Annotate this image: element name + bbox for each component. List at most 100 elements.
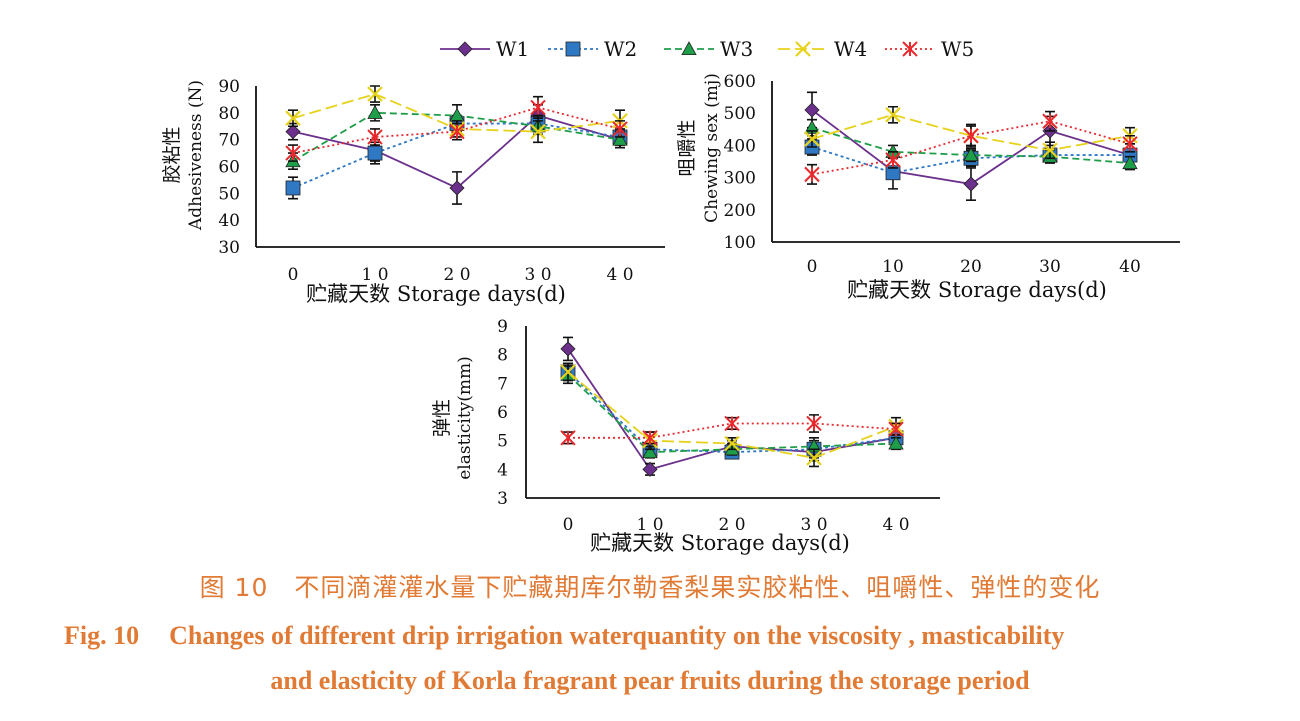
legend-label-w5: W5: [941, 37, 974, 61]
caption-english-line2: and elasticity of Korla fragrant pear fr…: [270, 666, 1030, 695]
legend-label-w1: W1: [496, 37, 529, 61]
y-tick-label: 100: [724, 233, 756, 253]
series-w5: [804, 110, 1138, 185]
elasticity-chart: 3 4 5 6 7 8 9 0 1 0 2 0 3 0 4 0 贮藏天数 Storage days(d)…: [431, 317, 940, 555]
data-point: [804, 131, 820, 147]
series-w5: [285, 95, 628, 162]
data-point: [449, 180, 465, 196]
data-point: [560, 341, 576, 357]
legend-marker-w2: [565, 41, 581, 57]
y-axis-label-cn: 弹性: [431, 399, 453, 437]
data-point: [367, 86, 383, 102]
y-axis-label-cn: 咀嚼性: [676, 119, 698, 176]
series-line: [811, 126, 1131, 165]
data-point: [285, 124, 301, 140]
y-tick-label: 70: [218, 131, 240, 151]
data-point: [1042, 142, 1058, 159]
x-tick-label: 30: [1039, 257, 1061, 277]
legend-label-w2: W2: [604, 37, 637, 61]
data-point: [1122, 155, 1138, 170]
data-point: [285, 145, 301, 161]
data-point: [530, 99, 546, 116]
caption-figure-label: Fig. 10: [64, 621, 140, 650]
y-tick-label: 200: [724, 201, 756, 221]
data-point: [367, 145, 383, 161]
chart-legend: W1 W2 W3 W4 W5: [440, 37, 974, 61]
y-tick-label: 8: [497, 346, 508, 366]
data-point: [560, 430, 576, 446]
x-tick-label: 3 0: [524, 265, 551, 285]
caption-chinese: 图 10 不同滴灌灌水量下贮藏期库尔勒香梨果实胶粘性、咀嚼性、弹性的变化: [199, 573, 1101, 602]
y-tick-label: 500: [724, 104, 756, 124]
y-tick-label: 3: [497, 489, 508, 509]
x-tick-label: 1 0: [636, 515, 663, 535]
y-axis-label: Chewing sex (mj): [702, 73, 722, 223]
legend-marker-w3: [681, 41, 697, 55]
y-tick-label: 5: [497, 432, 508, 452]
x-tick-label: 2 0: [718, 515, 745, 535]
data-point: [885, 107, 901, 123]
y-tick-label: 400: [724, 136, 756, 156]
y-tick-label: 300: [724, 169, 756, 189]
data-point: [642, 461, 658, 477]
data-point: [560, 364, 576, 380]
x-tick-label: 4 0: [606, 265, 633, 285]
x-tick-label: 20: [960, 257, 982, 277]
y-tick-label: 60: [218, 158, 240, 178]
x-axis-label: 贮藏天数 Storage days(d): [590, 531, 850, 555]
y-tick-label: 600: [724, 72, 756, 92]
data-point: [449, 123, 465, 140]
data-point: [724, 435, 740, 452]
y-tick-label: 30: [218, 238, 240, 258]
data-point: [806, 415, 822, 432]
data-point: [963, 147, 979, 162]
x-tick-label: 0: [807, 257, 818, 277]
x-tick-label: 0: [288, 265, 299, 285]
data-point: [285, 180, 301, 196]
x-axis-label: 贮藏天数 Storage days(d): [847, 278, 1107, 302]
x-tick-label: 4 0: [882, 515, 909, 535]
data-point: [804, 102, 820, 118]
y-axis-label: Adhesiveness (N): [186, 80, 206, 231]
data-point: [612, 121, 628, 137]
legend-marker-w1: [457, 41, 473, 57]
data-point: [963, 128, 979, 144]
data-point: [367, 129, 383, 145]
data-point: [642, 444, 658, 459]
y-tick-label: 90: [218, 77, 240, 97]
x-tick-label: 0: [563, 515, 574, 535]
series-line: [811, 120, 1131, 176]
legend-label-w3: W3: [720, 37, 753, 61]
x-tick-label: 40: [1119, 257, 1141, 277]
y-axis-label-cn: 胶粘性: [161, 126, 183, 183]
data-point: [804, 166, 820, 183]
caption-english-line1: Fig. 10 Changes of different drip irrigat…: [64, 621, 1064, 651]
chewing-chart: 100 200 300 400 500 600 0 10 20 30 40 贮藏天数 Storage …: [676, 72, 1180, 302]
legend-marker-w4: [795, 41, 811, 57]
legend-label-w4: W4: [834, 37, 867, 61]
y-tick-label: 7: [497, 374, 508, 394]
x-tick-label: 1 0: [361, 265, 388, 285]
x-axis-label: 贮藏天数 Storage days(d): [306, 282, 566, 306]
data-point: [806, 450, 822, 466]
y-tick-label: 80: [218, 104, 240, 124]
adhesiveness-chart: 30 40 50 60 70 80 90 0 1 0 2 0 3 0 4 0 贮藏天数 Storage …: [161, 77, 665, 306]
data-point: [612, 131, 628, 146]
data-point: [530, 123, 546, 140]
series-line: [811, 113, 1131, 152]
y-tick-label: 40: [218, 211, 240, 231]
data-point: [642, 430, 658, 446]
x-tick-label: 3 0: [800, 515, 827, 535]
y-axis-label: elasticity(mm): [455, 356, 475, 480]
y-tick-label: 6: [497, 403, 508, 423]
data-point: [888, 435, 904, 450]
series-w5: [560, 414, 904, 446]
data-point: [963, 176, 979, 192]
x-tick-label: 10: [882, 257, 904, 277]
data-point: [724, 415, 740, 432]
y-tick-label: 9: [497, 317, 508, 337]
y-tick-label: 50: [218, 184, 240, 204]
data-point: [1122, 136, 1138, 152]
data-point: [285, 110, 301, 126]
